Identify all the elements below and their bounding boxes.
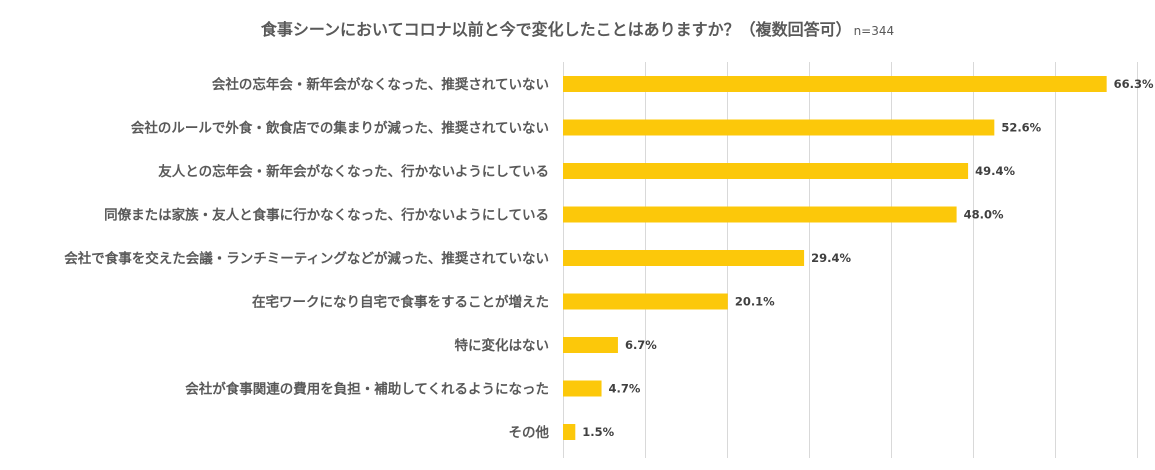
bar: [563, 119, 995, 136]
bar: [563, 163, 969, 179]
bar: [563, 206, 957, 223]
category-label: 特に変化はない: [455, 337, 550, 354]
bar: [563, 380, 602, 397]
bar: [563, 337, 618, 353]
bar: [563, 76, 1107, 92]
bar: [563, 293, 728, 310]
data-label: 49.4%: [975, 164, 1015, 178]
category-label: 会社のルールで外食・飲食店での集まりが減った、推奨されていない: [131, 120, 549, 137]
data-label: 1.5%: [582, 425, 614, 439]
category-label: その他: [509, 424, 550, 441]
category-label: 会社で食事を交えた会議・ランチミーティングなどが減った、推奨されていない: [64, 250, 549, 267]
category-label: 会社が食事関連の費用を負担・補助してくれるようになった: [185, 381, 549, 398]
data-label: 6.7%: [625, 338, 657, 352]
bar: [563, 424, 576, 440]
data-label: 29.4%: [811, 251, 851, 265]
data-label: 48.0%: [964, 208, 1004, 222]
category-label: 同僚または家族・友人と食事に行かなくなった、行かないようにしている: [104, 207, 549, 224]
category-label: 会社の忘年会・新年会がなくなった、推奨されていない: [212, 76, 549, 93]
sample-size-note: n=344: [853, 24, 895, 38]
chart-title: 食事シーンにおいてコロナ以前と今で変化したことはありますか？（複数回答可） n=3…: [0, 16, 1155, 40]
category-label: 在宅ワークになり自宅で食事をすることが増えた: [252, 294, 549, 311]
category-label: 友人との忘年会・新年会がなくなった、行かないようにしている: [158, 163, 549, 180]
data-label: 20.1%: [735, 295, 775, 309]
data-label: 66.3%: [1114, 77, 1154, 91]
chart-title-text: 食事シーンにおいてコロナ以前と今で変化したことはありますか？（複数回答可）: [260, 20, 852, 39]
data-label: 52.6%: [1001, 121, 1041, 135]
bar: [563, 250, 805, 266]
data-label: 4.7%: [609, 382, 641, 396]
